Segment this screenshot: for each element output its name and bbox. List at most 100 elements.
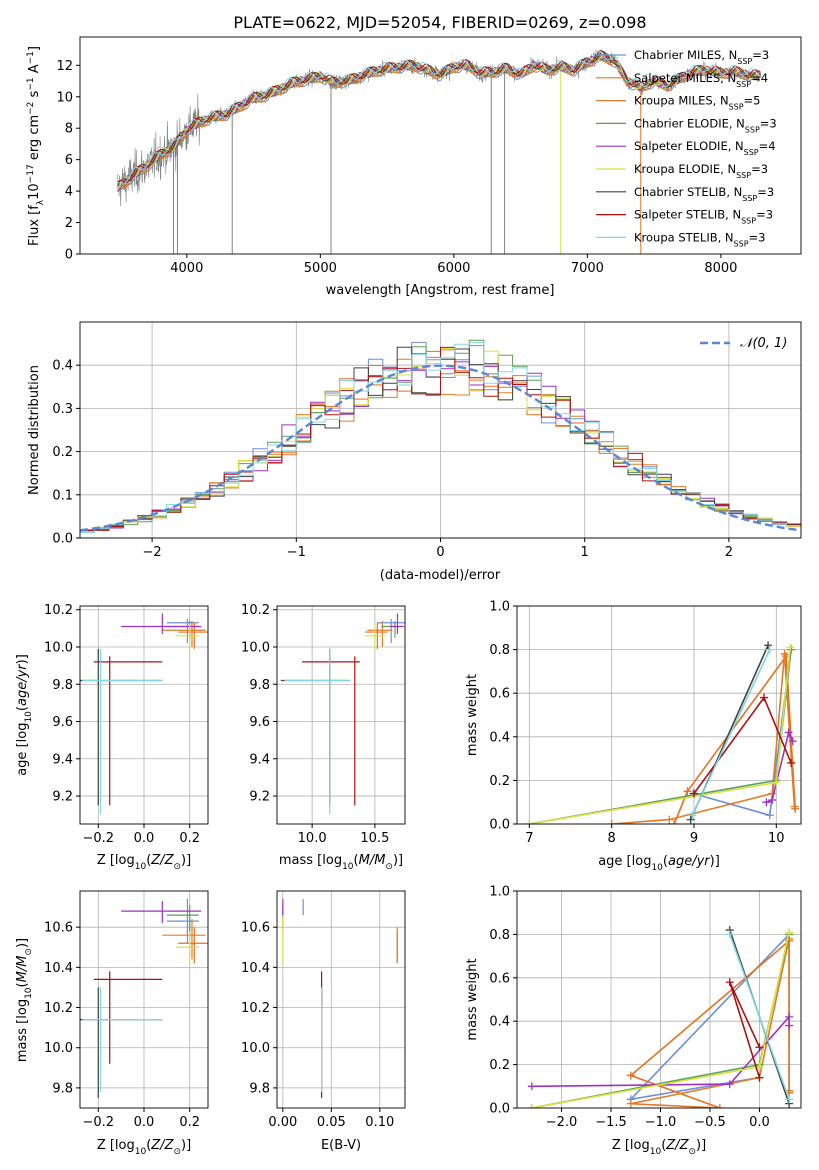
label-part: )] <box>15 938 30 948</box>
label-part: −1 <box>26 77 36 90</box>
axes-frame <box>276 605 406 825</box>
x-tick-label: 8 <box>608 831 616 846</box>
label-part: Flux [f <box>27 205 42 246</box>
x-axis-label: wavelength [Angstrom, rest frame] <box>326 283 555 298</box>
legend-sub: SSP <box>745 125 760 134</box>
label-part: ( <box>354 853 359 868</box>
figure-title: PLATE=0622, MJD=52054, FIBERID=0269, z=0… <box>233 13 646 32</box>
label-part: ( <box>661 1138 666 1153</box>
legend-text: Kroupa MILES, N <box>634 94 729 108</box>
y-tick-label: 10.2 <box>241 1001 270 1016</box>
y-axis-label: mass [log10(M/M⊙)] <box>15 938 34 1062</box>
label-part: ⊙ <box>688 1147 696 1157</box>
label-part: Z [log <box>97 1138 135 1153</box>
legend-text: Salpeter STELIB, N <box>634 208 741 222</box>
label-part: ( <box>15 706 30 711</box>
ssp-weight-marker-kroupa_stelib <box>785 1095 794 1104</box>
legend-text: Kroupa STELIB, N <box>634 230 734 244</box>
label-part: −17 <box>26 164 36 183</box>
y-tick-label: 9.8 <box>52 678 73 693</box>
y-tick-label: 10 <box>56 90 73 105</box>
label-part: 10 <box>342 862 354 872</box>
ssp-weight-marker-chabrier_stelib <box>686 815 695 824</box>
ssp-weight-marker-salpeter_stelib <box>689 789 698 798</box>
legend-sub: SSP <box>737 57 752 66</box>
ssp-weight-marker-chabrier_miles <box>765 811 774 820</box>
mass-vs-age-panel: 10.0 10.5 9.2 9.4 9.6 9.8 10.0 10.2 mass [log10(… <box>241 603 406 872</box>
label-part: ⊙ <box>173 1147 181 1157</box>
y-tick-label: 0.4 <box>489 1015 510 1030</box>
ssp-weight-marker-kroupa_miles <box>626 1099 635 1108</box>
y-tick-label: 9.8 <box>249 678 270 693</box>
y-tick-label: 0.8 <box>489 928 510 943</box>
x-tick-label: 0 <box>436 545 444 560</box>
x-tick-label: 10.5 <box>360 831 389 846</box>
ssp-weight-marker-kroupa_miles <box>715 1104 724 1108</box>
metallicity-vs-age-panel: −0.2 0.0 0.29.29.49.69.810.010.2Z [log10(Z… <box>15 603 209 872</box>
legend-entry-salpeter_stelib: Salpeter STELIB, NSSP=3 <box>634 208 773 226</box>
ssp-weight-marker-kroupa_stelib <box>688 811 697 820</box>
label-part: )] <box>181 1138 191 1153</box>
ssp-weight-marker-kroupa_miles <box>665 815 674 824</box>
legend-sub: SSP <box>742 193 757 202</box>
label-part: 10 <box>650 1147 662 1157</box>
y-tick-label: 2 <box>65 216 73 231</box>
y-tick-label: 0.1 <box>52 488 73 503</box>
metallicity-vs-mass-panel: −0.2 0.0 0.29.810.010.210.410.6Z [log10(Z/… <box>15 890 209 1157</box>
y-axis-label: mass weight <box>465 958 480 1040</box>
label-part: age/yr <box>668 854 711 869</box>
legend-sub: SSP <box>741 216 756 225</box>
y-tick-label: 1.0 <box>489 600 510 615</box>
legend-tail: =5 <box>744 94 761 108</box>
label-part: Z [log <box>612 1138 650 1153</box>
y-tick-label: 10.2 <box>44 1001 73 1016</box>
legend-text: Chabrier ELODIE, N <box>634 116 745 130</box>
legend-entry-kroupa_elodie: Kroupa ELODIE, NSSP=3 <box>634 162 768 180</box>
y-tick-label: 9.6 <box>52 715 73 730</box>
axes-frame <box>516 890 802 1109</box>
label-part: M/M <box>359 853 386 868</box>
legend-entry-chabrier_stelib: Chabrier STELIB, NSSP=3 <box>634 185 774 203</box>
legend-text: Chabrier STELIB, N <box>634 185 742 199</box>
y-tick-label: 10.0 <box>44 640 73 655</box>
ssp-weight-marker-salpeter_stelib <box>755 1043 764 1052</box>
x-tick-label: 10.0 <box>298 831 327 846</box>
label-part: ⊙ <box>173 862 181 872</box>
x-axis-label: E(B-V) <box>321 1138 361 1153</box>
label-part: ( <box>15 982 30 987</box>
y-tick-label: 4 <box>65 185 73 200</box>
ssp-weight-marker-kroupa_stelib <box>765 645 774 654</box>
x-tick-label: 0.0 <box>749 1115 770 1130</box>
ssp-weight-marker-salpeter_stelib <box>755 1073 764 1082</box>
label-part: −1 <box>26 51 36 64</box>
x-tick-label: 7 <box>525 831 533 846</box>
y-tick-label: 10.6 <box>44 921 73 936</box>
y-tick-label: 9.8 <box>249 1081 270 1096</box>
label-part: ] <box>27 46 42 51</box>
y-tick-label: 0.4 <box>489 730 510 745</box>
ssp-weight-marker-kroupa_elodie <box>525 820 534 824</box>
x-tick-label: −1.0 <box>645 1115 677 1130</box>
x-tick-label: −1 <box>287 545 306 560</box>
plot-area <box>80 613 208 815</box>
ssp-weight-line-salpeter_elodie <box>766 729 794 803</box>
ssp-weight-marker-kroupa_elodie <box>772 778 781 787</box>
label-part: 10 <box>651 863 663 873</box>
ssp-weight-line-salpeter_stelib <box>729 981 761 1078</box>
label-part: Z/Z <box>150 1138 174 1153</box>
plot-area <box>527 926 794 1108</box>
y-axis-label: age [log10(age/yr)] <box>15 654 34 776</box>
y-tick-label: 9.2 <box>52 790 73 805</box>
y-tick-label: 9.4 <box>249 752 270 767</box>
label-part: age [log <box>598 854 651 869</box>
legend-tail: =3 <box>752 48 769 62</box>
y-tick-label: 0.0 <box>489 1102 510 1117</box>
ssp-weight-marker-salpeter_elodie <box>527 1082 536 1091</box>
ssp-weight-marker-kroupa_elodie <box>786 643 795 652</box>
y-axis-label: Flux [fλ10−17 erg cm−2 s−1 A−1] <box>26 46 46 246</box>
residuals-histogram-panel: −2 −1 0 1 2 0.0 0.1 0.2 0.3 0.4 𝒩(0, 1) (data-model… <box>27 321 802 583</box>
label-part: 10 <box>135 862 147 872</box>
x-axis-label: mass [log10(M/M⊙)] <box>279 853 403 872</box>
